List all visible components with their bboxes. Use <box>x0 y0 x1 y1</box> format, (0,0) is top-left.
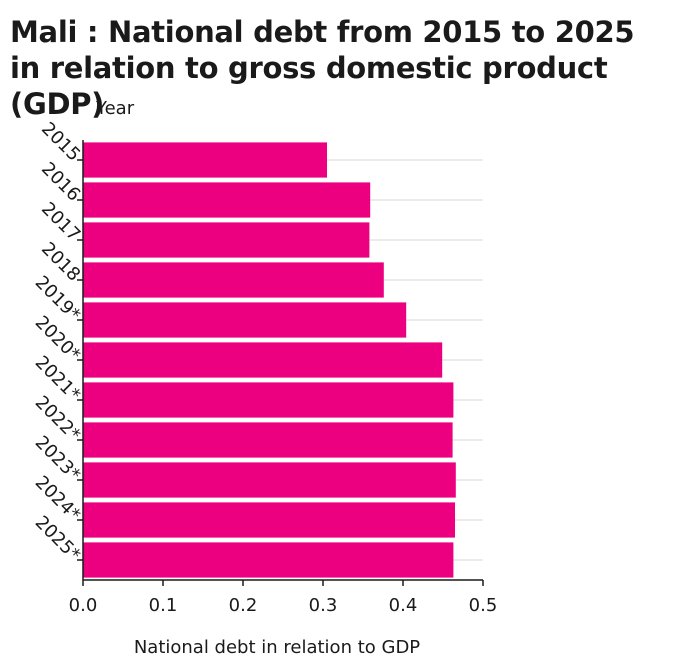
y-tick-label: 2015 <box>37 118 84 165</box>
y-tick-label: 2017 <box>37 198 84 245</box>
axes <box>77 140 484 586</box>
bars <box>83 142 456 578</box>
bar-2025 <box>83 542 454 578</box>
bar-2020 <box>83 342 443 378</box>
bar-2016 <box>83 182 371 218</box>
x-tick-label: 0.0 <box>69 595 98 616</box>
y-axis-title: Year <box>95 98 135 119</box>
bar-2024 <box>83 502 455 538</box>
x-tick-label: 0.5 <box>469 595 498 616</box>
x-axis-title: National debt in relation to GDP <box>134 637 420 658</box>
chart-title: Mali : National debt from 2015 to 2025 i… <box>10 15 635 121</box>
x-tick-label: 0.1 <box>149 595 178 616</box>
bar-2017 <box>83 222 370 258</box>
bar-2022 <box>83 422 453 458</box>
x-tick-label: 0.2 <box>229 595 258 616</box>
bar-2018 <box>83 262 384 298</box>
y-tick-label: 2025* <box>31 512 85 566</box>
bar-2019 <box>83 302 407 338</box>
x-tick-label: 0.3 <box>309 595 338 616</box>
y-tick-label: 2016 <box>37 158 84 205</box>
bar-2023 <box>83 462 456 498</box>
x-tick-label: 0.4 <box>389 595 418 616</box>
bar-2021 <box>83 382 454 418</box>
bar-2015 <box>83 142 327 178</box>
